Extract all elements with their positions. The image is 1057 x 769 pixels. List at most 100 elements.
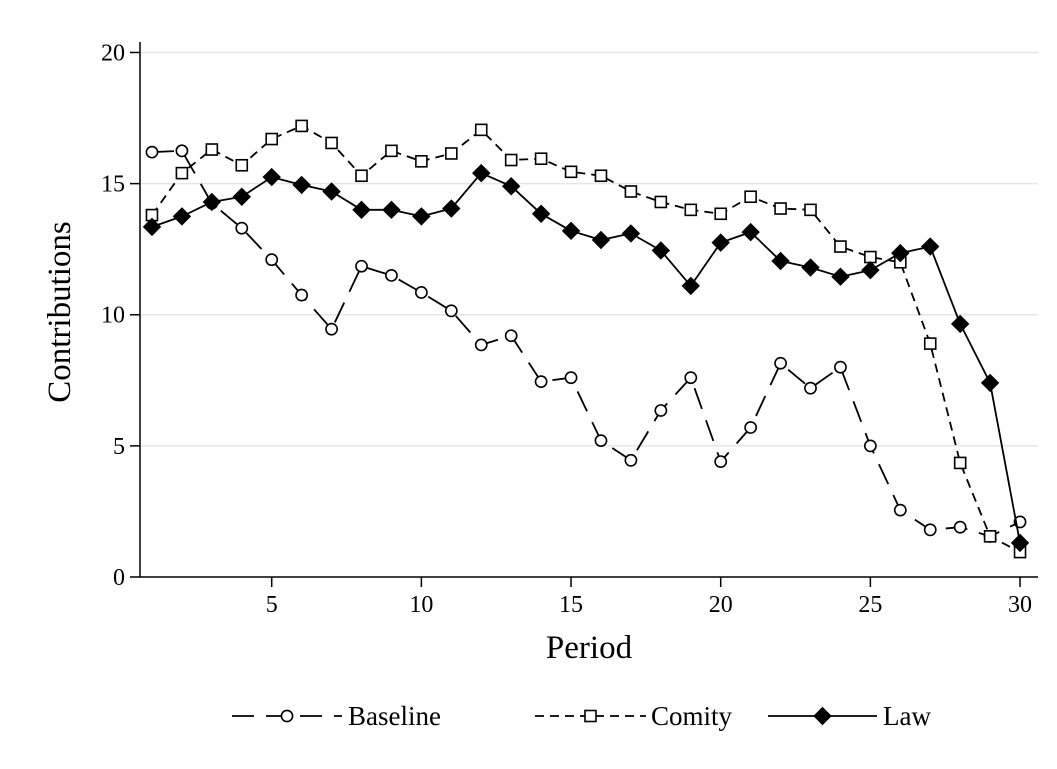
data-point-law-12 (472, 163, 491, 183)
data-point-comity-19 (684, 203, 698, 217)
data-point-comity-16 (594, 169, 608, 183)
data-point-comity-13 (504, 153, 518, 167)
data-point-law-24 (831, 267, 850, 286)
data-point-law-5 (262, 167, 281, 187)
legend-label-law: Law (883, 701, 931, 731)
data-point-comity-15 (564, 165, 578, 179)
data-point-comity-10 (415, 155, 428, 168)
series-law (142, 163, 1030, 553)
legend-item-baseline: Baseline (232, 701, 441, 731)
data-point-baseline-9 (385, 269, 398, 282)
series-line-baseline (151, 149, 1021, 538)
data-point-law-9 (382, 200, 401, 220)
x-tick-label-5: 5 (266, 592, 278, 618)
data-point-comity-24 (834, 240, 847, 253)
data-point-baseline-27 (923, 523, 937, 537)
legend-marker-law (813, 706, 832, 726)
data-point-baseline-17 (624, 453, 638, 467)
x-tick-label-15: 15 (559, 592, 583, 618)
data-point-baseline-2 (175, 144, 189, 158)
data-point-law-29 (980, 373, 1000, 393)
data-point-baseline-16 (594, 434, 608, 448)
data-point-law-19 (681, 276, 700, 296)
data-point-law-10 (412, 207, 431, 226)
data-point-law-14 (531, 204, 551, 223)
data-point-comity-7 (325, 136, 338, 150)
series-line-law (151, 172, 1021, 544)
data-point-law-16 (591, 230, 611, 250)
legend-marker-comity (584, 709, 597, 723)
x-axis-title: Period (546, 630, 633, 666)
data-point-law-25 (861, 260, 880, 280)
x-tick-label-25: 25 (858, 592, 882, 618)
series-comity (145, 119, 1027, 559)
data-point-law-20 (711, 233, 730, 252)
data-point-baseline-6 (295, 288, 309, 302)
data-point-comity-25 (864, 250, 877, 264)
data-point-comity-22 (774, 202, 787, 215)
y-tick-label-5: 5 (113, 434, 125, 460)
data-point-baseline-26 (893, 503, 907, 517)
data-point-comity-5 (265, 132, 279, 146)
legend-item-comity: Comity (535, 701, 733, 731)
data-point-law-30 (1010, 533, 1030, 553)
legend-marker-baseline (280, 709, 294, 723)
y-tick-label-0: 0 (113, 565, 125, 591)
data-point-comity-18 (654, 195, 668, 209)
data-point-law-7 (322, 182, 341, 201)
data-point-baseline-5 (265, 253, 279, 267)
data-point-law-22 (771, 251, 790, 271)
series-group (142, 119, 1030, 559)
data-point-comity-8 (355, 169, 368, 183)
data-point-baseline-22 (774, 356, 787, 370)
data-point-law-21 (741, 222, 760, 242)
series-line-comity (151, 125, 1021, 553)
data-point-law-18 (651, 241, 671, 260)
data-point-comity-28 (953, 456, 967, 470)
data-point-baseline-19 (684, 371, 698, 385)
data-point-comity-14 (534, 152, 548, 166)
data-point-law-11 (442, 199, 461, 218)
x-tick-label-10: 10 (409, 592, 433, 618)
data-point-comity-6 (295, 119, 308, 133)
y-axis-title: Contributions (42, 221, 78, 403)
data-point-baseline-10 (414, 286, 428, 299)
series-baseline (145, 144, 1027, 543)
data-point-law-8 (352, 200, 371, 220)
y-tick-label-15: 15 (101, 172, 125, 198)
data-point-baseline-28 (953, 520, 967, 534)
data-point-comity-27 (923, 337, 937, 350)
data-point-comity-3 (205, 143, 219, 156)
data-point-comity-29 (983, 530, 997, 543)
data-point-law-15 (561, 221, 581, 241)
data-point-law-3 (202, 192, 222, 212)
data-point-baseline-14 (534, 375, 548, 389)
y-tick-label-20: 20 (101, 40, 125, 66)
data-point-baseline-13 (504, 329, 518, 343)
data-point-law-27 (921, 237, 940, 256)
tick-marks: 0 5 10 15 20 5 10 15 20 25 30 (101, 40, 1032, 618)
data-point-comity-9 (385, 144, 398, 158)
data-point-baseline-15 (564, 371, 578, 385)
data-point-baseline-24 (834, 360, 847, 374)
data-point-law-23 (801, 258, 820, 277)
data-point-baseline-12 (474, 338, 488, 352)
data-point-law-28 (950, 314, 970, 334)
data-point-comity-11 (445, 147, 458, 160)
data-point-comity-2 (175, 166, 189, 180)
data-point-law-26 (891, 243, 910, 263)
data-point-comity-17 (624, 185, 638, 198)
legend: Baseline Comity Law (232, 701, 931, 731)
data-point-comity-4 (235, 158, 249, 172)
data-point-law-4 (232, 187, 251, 206)
data-point-baseline-8 (355, 259, 368, 273)
data-point-comity-23 (804, 203, 817, 217)
data-point-law-6 (292, 175, 311, 195)
data-point-baseline-7 (325, 322, 338, 336)
data-point-baseline-18 (654, 404, 668, 417)
data-point-comity-20 (714, 207, 728, 221)
data-point-law-17 (621, 224, 641, 243)
data-point-baseline-21 (744, 421, 758, 434)
